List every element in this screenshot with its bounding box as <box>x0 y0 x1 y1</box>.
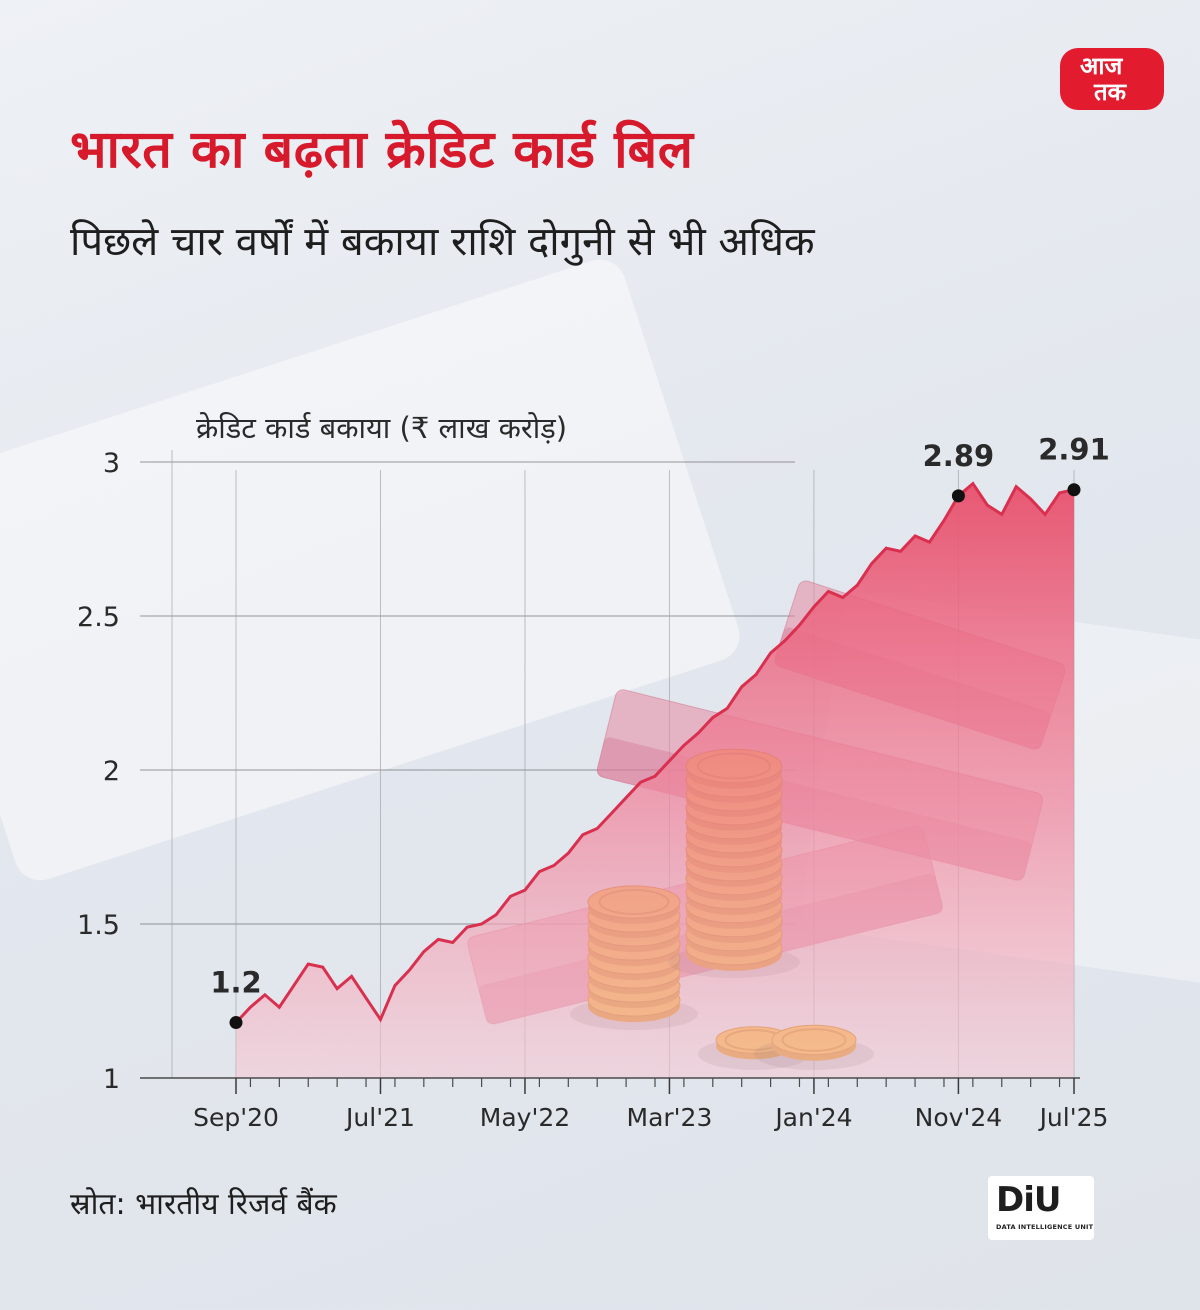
y-tick-label: 3 <box>103 448 120 479</box>
x-axis: Sep'20 Jul'21 May'22 Mar'23 Jan'24 Nov'24 Jul'… <box>140 1077 1109 1132</box>
logo-badge <box>1060 48 1164 110</box>
data-point-marker <box>229 1016 243 1030</box>
series-line <box>234 481 1075 1024</box>
logo-line1: आज <box>1080 52 1123 80</box>
data-point-label: 2.91 <box>1038 433 1110 467</box>
x-tick-label: Sep'20 <box>193 1103 279 1132</box>
diu-logo: DiU DATA INTELLIGENCE UNIT <box>988 1176 1094 1240</box>
source-note: स्रोत: भारतीय रिजर्व बैंक <box>70 1187 337 1222</box>
x-tick-label: Jul'21 <box>344 1103 415 1132</box>
credit-card-chart: 1 1.5 2 2.5 3 क्रेडिट कार्ड बकाया (₹ लाख करो… <box>77 411 1110 1132</box>
logo-line2: तक <box>1094 78 1127 106</box>
diu-subtitle: DATA INTELLIGENCE UNIT <box>996 1223 1094 1231</box>
data-point-label: 2.89 <box>923 439 995 473</box>
area-fill <box>236 483 1074 1079</box>
x-tick-label: Jul'25 <box>1038 1103 1109 1132</box>
x-tick-label: Jan'24 <box>773 1103 852 1132</box>
page-subtitle: पिछले चार वर्षों में बकाया राशि दोगुनी स… <box>70 219 815 265</box>
x-tick-label: May'22 <box>480 1103 570 1132</box>
x-tick-label: Mar'23 <box>627 1103 713 1132</box>
aaj-tak-logo: आज तक <box>1058 40 1170 116</box>
data-point-marker <box>1067 483 1081 497</box>
data-point-label: 1.2 <box>210 966 261 1000</box>
y-tick-label: 2 <box>103 756 120 787</box>
x-tick-label: Nov'24 <box>915 1103 1002 1132</box>
page-title: भारत का बढ़ता क्रेडिट कार्ड बिल <box>70 120 694 180</box>
y-tick-label: 1 <box>103 1064 120 1095</box>
y-axis-label: क्रेडिट कार्ड बकाया (₹ लाख करोड़) <box>196 411 567 445</box>
annotations-layer: 1.2 2.89 2.91 <box>210 433 1110 1030</box>
y-tick-label: 2.5 <box>77 602 120 633</box>
data-point-marker <box>951 489 965 503</box>
logo-shape <box>1060 48 1164 110</box>
y-tick-label: 1.5 <box>77 910 120 941</box>
diu-mark: DiU <box>996 1180 1061 1220</box>
